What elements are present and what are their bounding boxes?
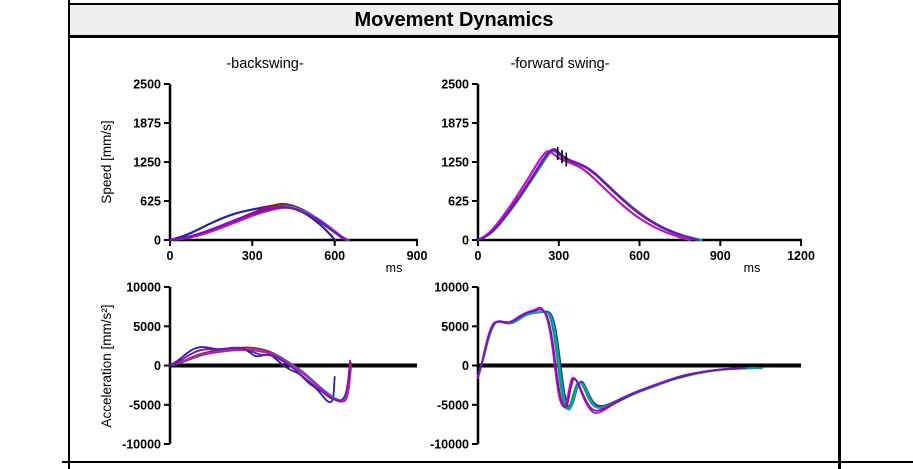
speed-forward-series-cyan [476, 149, 703, 242]
speed-backswing-y-tick-label: 2500 [133, 78, 161, 92]
speed-backswing-y-tick-label: 1250 [133, 156, 161, 170]
bottom-divider [62, 461, 913, 463]
accel-backswing-y-tick-label: -10000 [122, 438, 161, 452]
speed-backswing-x-unit-label: ms [386, 261, 403, 275]
speed-forward-series-navy [476, 148, 699, 242]
speed-forward-series-green [476, 149, 700, 242]
speed-forward-series-darkred [476, 149, 700, 242]
speed-backswing-x-tick-label: 300 [242, 249, 263, 263]
accel-forward-series-navy [477, 310, 754, 409]
speed-forward-y-tick-label: 2500 [441, 78, 469, 92]
speed-forward-series-purple [476, 148, 699, 242]
accel-forward-y-tick-label: 5000 [441, 320, 469, 334]
accel-backswing-y-tick-label: -5000 [129, 398, 161, 412]
accel-forward-y-tick-label: -5000 [437, 398, 469, 412]
speed-forward-x-unit-label: ms [744, 261, 761, 275]
accel-forward-y-tick-label: 10000 [434, 281, 469, 295]
speed-backswing-x-tick-label: 600 [324, 249, 345, 263]
speed-backswing-chart: 0 625 1250 1875 2500 0 300 600 900 ms -backswing- S… [99, 56, 427, 275]
accel-backswing-series-navy [169, 346, 336, 404]
accel-forward-series-magenta [477, 306, 742, 414]
speed-forward-panel-title: -forward swing- [510, 56, 609, 72]
accel-backswing-y-tick-label: 5000 [133, 320, 161, 334]
accel-forward-chart: -10000 -5000 0 5000 10000 [430, 281, 801, 452]
speed-forward-x-tick-label: 600 [629, 249, 650, 263]
frame-border-right [838, 0, 841, 469]
accel-backswing-y-tick-label: 10000 [126, 281, 161, 295]
speed-backswing-y-tick-label: 1875 [133, 117, 161, 131]
accel-backswing-series-purple [169, 347, 351, 402]
accel-forward-series-cyan [477, 310, 763, 411]
speed-forward-x-tick-label: 900 [710, 249, 731, 263]
speed-backswing-x-tick-label: 900 [407, 249, 428, 263]
speed-forward-y-tick-label: 625 [448, 195, 469, 209]
speed-backswing-y-tick-label: 0 [154, 234, 161, 248]
speed-backswing-x-tick-label: 0 [167, 249, 174, 263]
speed-forward-x-tick-label: 0 [475, 249, 482, 263]
frame-border-top [68, 3, 841, 5]
speed-backswing-panel-title: -backswing- [226, 56, 304, 72]
figure-title: Movement Dynamics [354, 8, 554, 31]
accel-backswing-chart: -10000 -5000 0 5000 10000 Acceleration [mm/s²… [99, 281, 417, 452]
speed-backswing-y-axis-label: Speed [mm/s] [99, 120, 114, 203]
accel-backswing-y-axis-label: Acceleration [mm/s²] [99, 304, 114, 427]
accel-forward-series-darkred [477, 311, 757, 410]
accel-forward-series-green [477, 310, 759, 410]
accel-forward-series-purple [477, 308, 747, 412]
speed-forward-y-tick-label: 1875 [441, 117, 469, 131]
frame-border-left [68, 0, 70, 469]
speed-backswing-y-tick-label: 625 [140, 195, 161, 209]
speed-forward-y-tick-label: 0 [462, 234, 469, 248]
figure-title-bar: Movement Dynamics [70, 5, 838, 38]
accel-forward-y-tick-label: 0 [462, 359, 469, 373]
accel-backswing-series-magenta [169, 349, 352, 403]
speed-forward-x-tick-label: 300 [548, 249, 569, 263]
speed-backswing-series-purple [168, 205, 348, 242]
speed-forward-chart: 0 625 1250 1875 2500 0 300 600 900 1200 ms -forward… [441, 56, 815, 275]
speed-forward-x-tick-label: 1200 [787, 249, 815, 263]
accel-forward-y-tick-label: -10000 [430, 438, 469, 452]
speed-forward-series-magenta [476, 150, 692, 242]
accel-backswing-y-tick-label: 0 [154, 359, 161, 373]
speed-forward-y-tick-label: 1250 [441, 156, 469, 170]
